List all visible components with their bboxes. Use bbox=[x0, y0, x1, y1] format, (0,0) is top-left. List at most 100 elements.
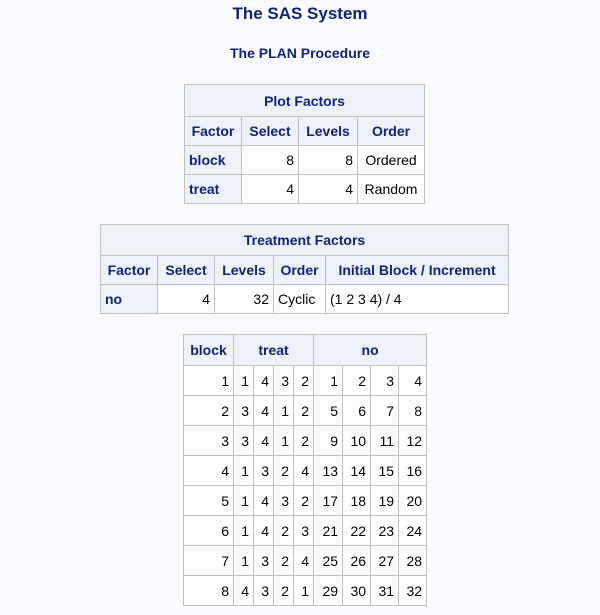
table-cell: 4 bbox=[298, 174, 358, 204]
no-cell: 2 bbox=[342, 365, 372, 396]
treat-cell: 4 bbox=[253, 395, 274, 426]
treat-cell: 3 bbox=[253, 455, 274, 486]
block-cell: 6 bbox=[183, 515, 234, 546]
column-header: Order bbox=[273, 255, 326, 285]
column-header: Levels bbox=[298, 116, 358, 146]
column-header: Select bbox=[157, 255, 215, 285]
treat-cell: 4 bbox=[233, 575, 254, 606]
treat-cell: 4 bbox=[253, 515, 274, 546]
treat-cell: 4 bbox=[253, 365, 274, 396]
block-cell: 4 bbox=[183, 455, 234, 486]
column-header: Select bbox=[241, 116, 299, 146]
no-cell: 28 bbox=[398, 545, 428, 576]
no-cell: 1 bbox=[313, 365, 344, 396]
table-row: no 4 32 Cyclic (1 2 3 4) / 4 bbox=[100, 284, 510, 314]
plot-factors-table: Plot Factors Factor Select Levels Order blo… bbox=[183, 84, 426, 204]
table-row: 5 1 4 3 2 17 18 19 20 bbox=[183, 485, 428, 516]
table-cell: 32 bbox=[214, 284, 274, 314]
no-cell: 16 bbox=[398, 455, 428, 486]
table-cell: Cyclic bbox=[273, 284, 326, 314]
no-cell: 5 bbox=[313, 395, 344, 426]
treat-cell: 1 bbox=[292, 575, 315, 606]
block-cell: 3 bbox=[183, 425, 234, 456]
no-cell: 19 bbox=[370, 485, 400, 516]
block-cell: 2 bbox=[183, 395, 234, 426]
block-cell: 5 bbox=[183, 485, 234, 516]
no-cell: 23 bbox=[370, 515, 400, 546]
table-cell: Ordered bbox=[356, 145, 426, 175]
treat-cell: 2 bbox=[273, 515, 294, 546]
no-cell: 7 bbox=[370, 395, 400, 426]
no-cell: 20 bbox=[398, 485, 428, 516]
table-row: 6 1 4 2 3 21 22 23 24 bbox=[183, 515, 428, 546]
no-cell: 29 bbox=[313, 575, 344, 606]
table-row: 8 4 3 2 1 29 30 31 32 bbox=[183, 575, 428, 606]
no-cell: 4 bbox=[398, 365, 428, 396]
treat-cell: 1 bbox=[233, 455, 254, 486]
column-header: Initial Block / Increment bbox=[324, 255, 510, 285]
no-cell: 17 bbox=[313, 485, 344, 516]
table-row: 7 1 3 2 4 25 26 27 28 bbox=[183, 545, 428, 576]
table-row: 3 3 4 1 2 9 10 11 12 bbox=[183, 425, 428, 456]
no-cell: 25 bbox=[313, 545, 344, 576]
no-cell: 21 bbox=[313, 515, 344, 546]
treat-cell: 1 bbox=[273, 425, 294, 456]
treat-cell: 2 bbox=[292, 365, 315, 396]
header-treat: treat bbox=[232, 334, 315, 366]
treat-cell: 4 bbox=[253, 425, 274, 456]
no-cell: 27 bbox=[370, 545, 400, 576]
treat-cell: 1 bbox=[233, 515, 254, 546]
table-cell: 4 bbox=[157, 284, 215, 314]
table-row: block 8 8 Ordered bbox=[184, 145, 426, 175]
procedure-title: The PLAN Procedure bbox=[229, 45, 371, 61]
table-cell: (1 2 3 4) / 4 bbox=[324, 284, 510, 314]
treat-cell: 3 bbox=[273, 365, 294, 396]
no-cell: 31 bbox=[370, 575, 400, 606]
treat-cell: 4 bbox=[292, 545, 315, 576]
column-header: Factor bbox=[184, 116, 242, 146]
treat-cell: 1 bbox=[233, 485, 254, 516]
treat-cell: 2 bbox=[292, 485, 315, 516]
treat-cell: 4 bbox=[292, 455, 315, 486]
block-cell: 8 bbox=[183, 575, 234, 606]
treat-cell: 3 bbox=[233, 425, 254, 456]
table-caption: Treatment Factors bbox=[99, 224, 510, 256]
column-header: Order bbox=[356, 116, 426, 146]
treat-cell: 1 bbox=[233, 545, 254, 576]
no-cell: 13 bbox=[313, 455, 344, 486]
no-cell: 11 bbox=[370, 425, 400, 456]
column-header: Levels bbox=[214, 255, 274, 285]
treat-cell: 3 bbox=[253, 545, 274, 576]
treat-cell: 1 bbox=[273, 395, 294, 426]
treat-cell: 1 bbox=[233, 365, 254, 396]
block-cell: 7 bbox=[183, 545, 234, 576]
no-cell: 24 bbox=[398, 515, 428, 546]
table-cell: 8 bbox=[298, 145, 358, 175]
no-cell: 8 bbox=[398, 395, 428, 426]
table-row: 4 1 3 2 4 13 14 15 16 bbox=[183, 455, 428, 486]
treat-cell: 2 bbox=[273, 455, 294, 486]
treat-cell: 3 bbox=[292, 515, 315, 546]
treat-cell: 4 bbox=[253, 485, 274, 516]
no-cell: 9 bbox=[313, 425, 344, 456]
block-cell: 1 bbox=[183, 365, 234, 396]
row-header: block bbox=[184, 145, 242, 175]
no-cell: 18 bbox=[342, 485, 372, 516]
treat-cell: 2 bbox=[292, 425, 315, 456]
treatment-factors-table: Treatment Factors Factor Select Levels Orde… bbox=[99, 224, 510, 314]
page-title: The SAS System bbox=[232, 4, 368, 23]
table-cell: Random bbox=[356, 174, 426, 204]
table-cell: 8 bbox=[241, 145, 299, 175]
treat-cell: 3 bbox=[233, 395, 254, 426]
column-header: Factor bbox=[100, 255, 158, 285]
no-cell: 32 bbox=[398, 575, 428, 606]
no-cell: 12 bbox=[398, 425, 428, 456]
table-row: treat 4 4 Random bbox=[184, 174, 426, 204]
no-cell: 3 bbox=[370, 365, 400, 396]
header-no: no bbox=[313, 334, 428, 366]
table-cell: 4 bbox=[241, 174, 299, 204]
treat-cell: 2 bbox=[292, 395, 315, 426]
no-cell: 15 bbox=[370, 455, 400, 486]
treat-cell: 3 bbox=[273, 485, 294, 516]
